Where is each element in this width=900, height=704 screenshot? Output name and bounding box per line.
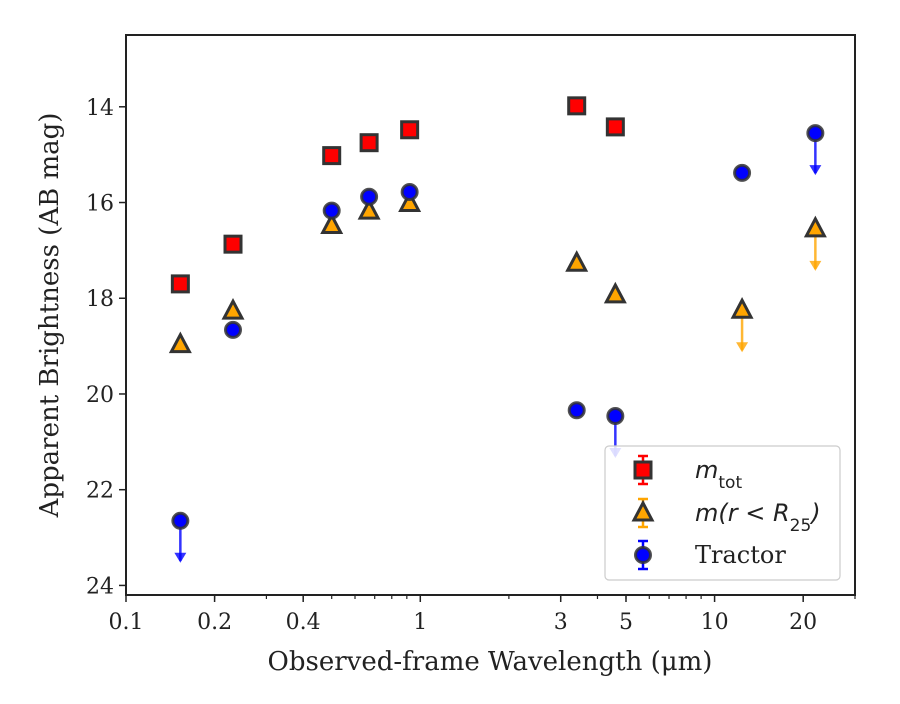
legend-label: Tractor xyxy=(695,541,786,569)
x-tick-label: 10 xyxy=(701,610,729,635)
data-point xyxy=(322,146,342,166)
data-point xyxy=(400,120,420,140)
data-point xyxy=(357,197,381,220)
data-point xyxy=(168,331,192,354)
upper-limit-arrow-head xyxy=(174,552,187,563)
legend-label: mtot xyxy=(695,456,742,493)
upper-limit-arrow-head xyxy=(736,342,749,353)
y-axis-label: Apparent Brightness (AB mag) xyxy=(35,113,65,519)
data-point xyxy=(170,274,190,294)
data-point xyxy=(603,281,627,304)
x-axis-label: Observed-frame Wavelength (μm) xyxy=(268,647,713,677)
data-point xyxy=(803,215,827,238)
data-point xyxy=(400,182,419,201)
x-tick-label: 0.4 xyxy=(286,610,321,635)
y-tick-label: 22 xyxy=(86,479,114,504)
y-tick-label: 14 xyxy=(86,96,114,121)
y-tick-label: 24 xyxy=(86,574,114,599)
data-point xyxy=(359,133,379,153)
legend: mtot m(r < R25) Tractor xyxy=(604,445,841,581)
y-tick-label: 18 xyxy=(86,287,114,312)
plot-frame xyxy=(125,34,856,596)
x-tick-label: 0.1 xyxy=(109,610,144,635)
data-point xyxy=(567,96,587,116)
upper-limit-arrow-head xyxy=(809,260,822,271)
ticks-layer: 0.1 0.2 0.4 1 3 5 10 20 14 16 18 20 22 24 xyxy=(86,96,856,635)
y-tick-label: 20 xyxy=(86,383,114,408)
series-3 xyxy=(171,124,825,563)
data-point xyxy=(224,320,243,339)
legend-box xyxy=(604,445,841,581)
series-2 xyxy=(168,190,827,354)
marks-layer xyxy=(168,96,827,563)
x-tick-label: 5 xyxy=(619,610,633,635)
x-tick-label: 3 xyxy=(554,610,568,635)
data-point xyxy=(605,117,625,137)
x-tick-label: 20 xyxy=(789,610,817,635)
legend-marker xyxy=(633,460,653,480)
y-tick-label: 16 xyxy=(86,192,114,217)
legend-marker xyxy=(631,499,655,522)
x-tick-label: 0.2 xyxy=(197,610,232,635)
data-point xyxy=(398,190,422,212)
legend-marker xyxy=(634,546,652,564)
data-point xyxy=(322,201,341,220)
data-point xyxy=(567,401,586,420)
data-point xyxy=(223,234,243,254)
data-point xyxy=(171,511,190,530)
data-point xyxy=(320,212,344,234)
upper-limit-arrow-head xyxy=(809,165,822,176)
data-point xyxy=(733,163,752,182)
data-point xyxy=(730,297,754,319)
data-point xyxy=(221,297,245,320)
legend-label: m(r < R25) xyxy=(695,499,821,536)
data-point xyxy=(360,187,379,206)
data-point xyxy=(606,406,625,425)
data-point xyxy=(806,124,825,143)
series-1 xyxy=(170,96,625,294)
data-point xyxy=(565,250,589,272)
x-tick-label: 1 xyxy=(413,610,427,635)
